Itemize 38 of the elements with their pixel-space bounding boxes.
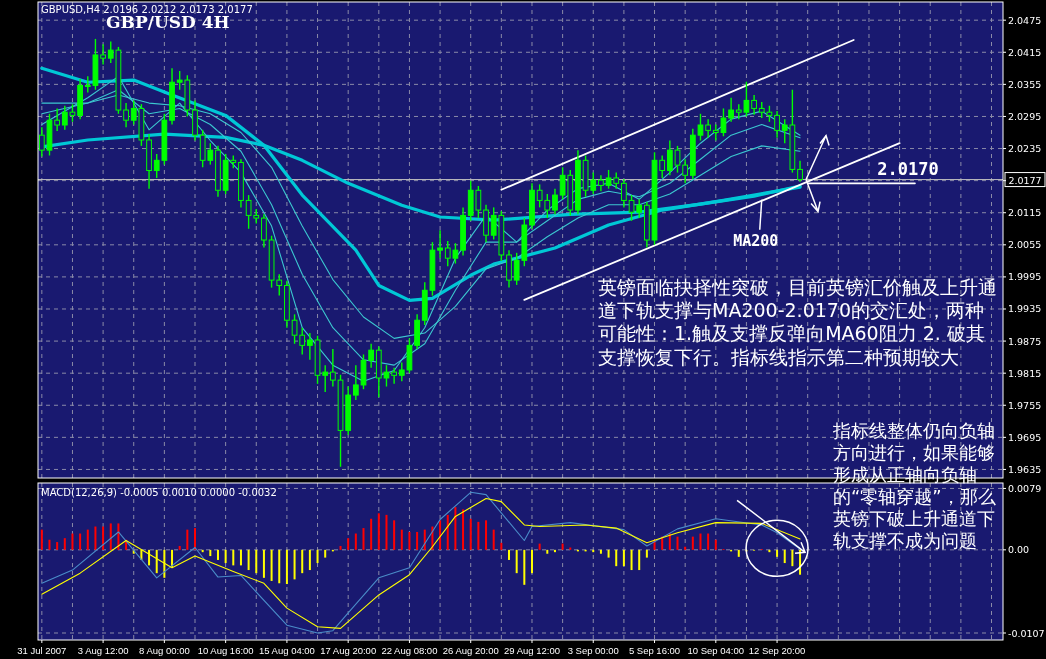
y-tick-label: 0.0079 [1008,482,1042,494]
y-tick-label: 2.0055 [1008,239,1042,251]
annotation: 2.0170 [877,159,939,180]
y-tick-label: 1.9875 [1008,335,1042,347]
y-tick-label: 1.9695 [1008,431,1042,443]
x-tick-label: 8 Aug 00:00 [139,645,190,656]
x-tick-label: 17 Aug 20:00 [320,645,377,656]
y-tick-label: 2.0415 [1008,46,1042,58]
x-tick-label: 12 Sep 20:00 [748,645,806,656]
y-tick-label: 2.0295 [1008,110,1042,122]
y-tick-label: 1.9995 [1008,271,1042,283]
annotation: 指标线整体仍向负轴方向进行，如果能够形成从正轴向负轴的“零轴穿越”，那么英镑下破上升通道下轨支撑不成为问题 [833,420,997,552]
x-tick-label: 3 Aug 12:00 [77,645,129,656]
y-tick-label: -0.0107 [1008,627,1045,639]
y-tick-label: 2.0355 [1008,78,1042,90]
x-tick-label: 15 Aug 04:00 [258,645,315,656]
y-tick-label: 2.0235 [1008,143,1042,155]
y-tick-label: 1.9635 [1008,463,1042,475]
x-tick-label: 10 Sep 04:00 [687,645,745,656]
chart-subtitle: GBPUSD,H4 2.0196 2.0212 2.0173 2.0177 [41,4,253,15]
x-tick-label: 31 Jul 2007 [17,645,67,656]
y-tick-label: 1.9815 [1008,367,1042,379]
y-tick-label: 2.0475 [1008,14,1042,26]
y-tick-label: 0.00 [1008,544,1030,556]
text: GBP/USD 4H [106,12,230,32]
x-tick-label: 10 Aug 16:00 [197,645,254,656]
annotation: 英镑面临抉择性突破，目前英镑汇价触及上升通道下轨支撑与MA200-2.0170的交汇处，两种可能性：1.触及支撑反弹向MA60阻力 2. 破其支撑恢复下行。指标线指示第二种预期较大 [598,276,998,369]
x-tick-label: 3 Sep 00:00 [567,645,619,656]
annotation: MA200 [733,231,779,250]
x-tick-label: 5 Sep 16:00 [628,645,681,656]
x-tick-label: 26 Aug 20:00 [442,645,499,656]
x-tick-label: 29 Aug 12:00 [503,645,560,656]
y-tick-label: 1.9755 [1008,399,1042,411]
chart-title: MACD(12,26,9) -0.0005 0.0010 0.0000 -0.0032 [41,487,277,498]
x-tick-label: 22 Aug 08:00 [381,645,438,656]
y-tick-label: 2.0115 [1008,207,1042,219]
ref-line-label: 2.0177 [1008,174,1042,186]
y-tick-label: 1.9935 [1008,303,1042,315]
